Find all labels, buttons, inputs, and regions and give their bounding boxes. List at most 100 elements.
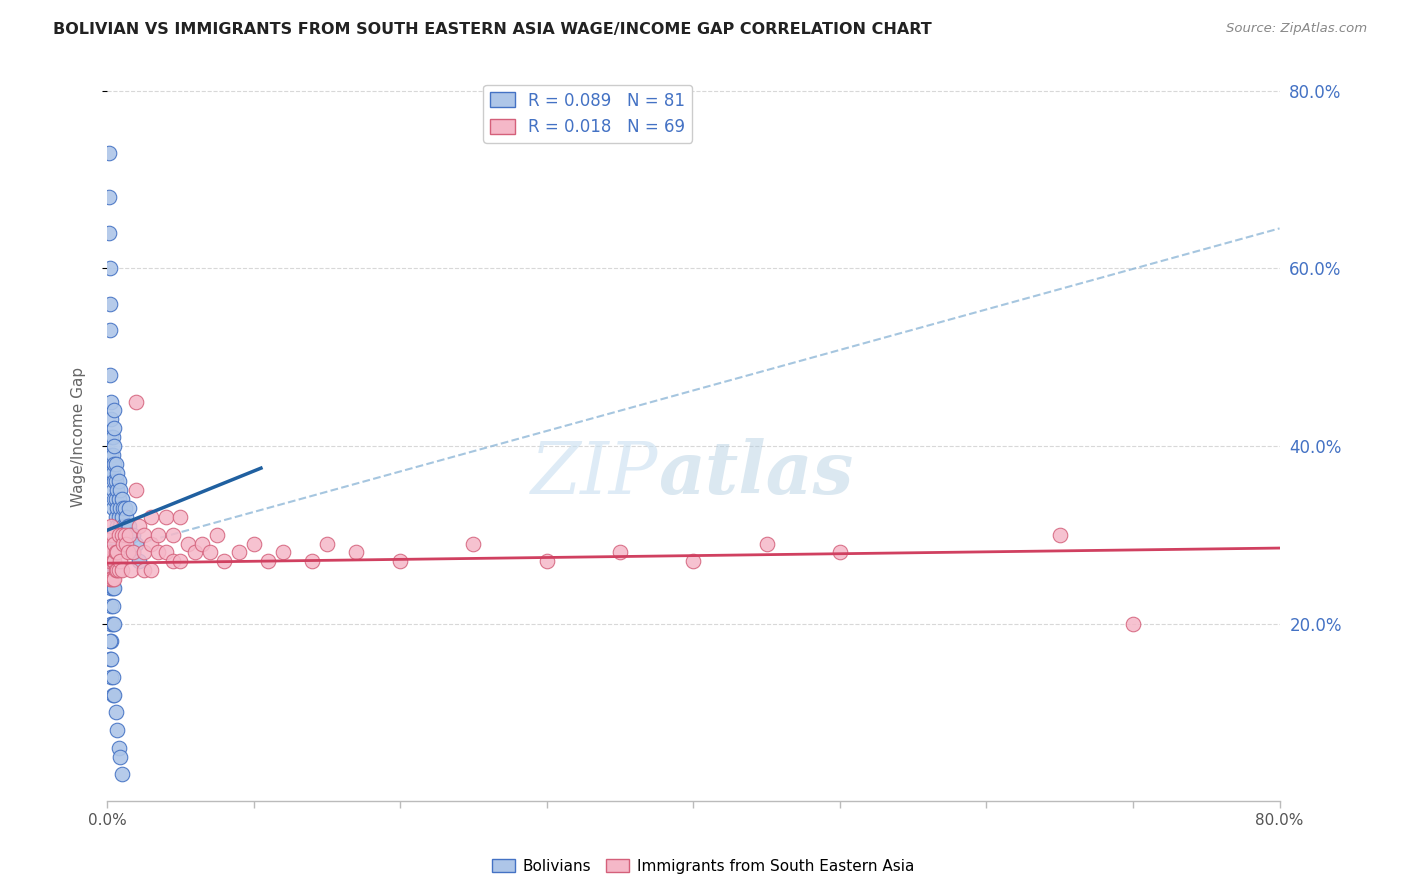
Point [114, 501, 136, 516]
Text: BOLIVIAN VS IMMIGRANTS FROM SOUTH EASTERN ASIA WAGE/INCOME GAP CORRELATION CHART: BOLIVIAN VS IMMIGRANTS FROM SOUTH EASTER… [53, 22, 932, 37]
Text: Source: ZipAtlas.com: Source: ZipAtlas.com [1226, 22, 1367, 36]
Point [98, 297, 121, 311]
Point [132, 545, 155, 559]
Point [103, 581, 125, 595]
Point [155, 510, 177, 524]
Point [101, 501, 124, 516]
Point [100, 448, 122, 462]
Point [118, 527, 141, 541]
Point [110, 483, 132, 498]
Point [198, 545, 221, 559]
Text: atlas: atlas [658, 438, 853, 509]
Point [107, 492, 129, 507]
Point [104, 706, 127, 720]
Point [110, 501, 132, 516]
Point [101, 466, 124, 480]
Point [101, 448, 124, 462]
Point [169, 510, 191, 524]
Point [101, 483, 124, 498]
Point [105, 545, 128, 559]
Point [111, 527, 134, 541]
Point [122, 527, 145, 541]
Point [214, 554, 236, 568]
Point [104, 457, 127, 471]
Legend: Bolivians, Immigrants from South Eastern Asia: Bolivians, Immigrants from South Eastern… [485, 853, 921, 880]
Point [100, 616, 122, 631]
Point [111, 492, 134, 507]
Point [301, 554, 323, 568]
Point [148, 527, 170, 541]
Point [101, 670, 124, 684]
Point [122, 545, 145, 559]
Point [110, 519, 132, 533]
Point [104, 492, 127, 507]
Point [105, 563, 128, 577]
Point [100, 572, 122, 586]
Point [205, 527, 228, 541]
Point [111, 563, 134, 577]
Point [103, 403, 125, 417]
Point [98, 261, 121, 276]
Point [155, 545, 177, 559]
Point [103, 492, 125, 507]
Point [125, 394, 148, 409]
Point [105, 501, 128, 516]
Point [112, 536, 135, 550]
Point [100, 412, 122, 426]
Point [98, 324, 121, 338]
Point [115, 510, 138, 524]
Point [98, 368, 121, 382]
Point [125, 483, 148, 498]
Point [139, 536, 162, 550]
Point [97, 563, 120, 577]
Point [101, 430, 124, 444]
Point [105, 483, 128, 498]
Point [103, 475, 125, 489]
Point [609, 545, 631, 559]
Point [100, 545, 122, 559]
Point [125, 536, 148, 550]
Point [117, 519, 139, 533]
Point [463, 536, 485, 550]
Point [120, 563, 142, 577]
Point [105, 563, 128, 577]
Point [115, 536, 138, 550]
Point [107, 563, 129, 577]
Point [101, 688, 124, 702]
Point [139, 510, 162, 524]
Point [104, 510, 127, 524]
Point [98, 572, 121, 586]
Point [257, 554, 280, 568]
Point [110, 749, 132, 764]
Point [828, 545, 851, 559]
Point [100, 634, 122, 648]
Point [104, 475, 127, 489]
Point [316, 536, 339, 550]
Point [107, 475, 129, 489]
Point [128, 519, 150, 533]
Point [97, 190, 120, 204]
Point [103, 572, 125, 586]
Point [97, 545, 120, 559]
Point [98, 634, 121, 648]
Point [344, 545, 367, 559]
Point [120, 527, 142, 541]
Point [117, 545, 139, 559]
Point [104, 545, 127, 559]
Point [184, 545, 207, 559]
Point [110, 554, 132, 568]
Point [114, 519, 136, 533]
Point [111, 510, 134, 524]
Point [107, 740, 129, 755]
Point [100, 581, 122, 595]
Point [105, 519, 128, 533]
Point [101, 572, 124, 586]
Point [101, 616, 124, 631]
Point [97, 145, 120, 160]
Point [101, 581, 124, 595]
Point [536, 554, 558, 568]
Point [389, 554, 412, 568]
Point [111, 527, 134, 541]
Point [103, 457, 125, 471]
Text: ZIP: ZIP [531, 438, 658, 508]
